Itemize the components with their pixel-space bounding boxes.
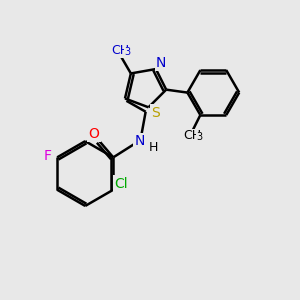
Text: CH: CH [183,129,202,142]
Text: CH: CH [111,44,129,57]
Text: N: N [156,56,166,70]
Text: N: N [135,134,145,148]
Text: 3: 3 [196,132,202,142]
Text: F: F [44,149,52,163]
Text: Cl: Cl [115,177,128,191]
Text: 3: 3 [124,47,130,57]
Text: H: H [148,141,158,154]
Text: O: O [89,127,100,141]
Text: S: S [152,106,160,120]
